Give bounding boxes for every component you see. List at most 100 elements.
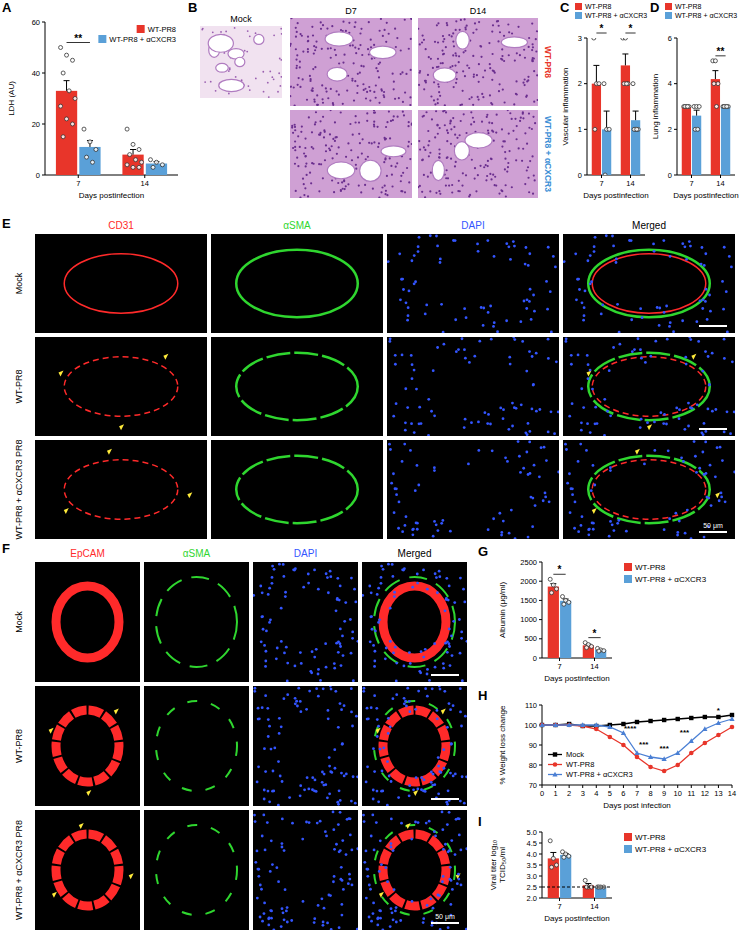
stain-dapi bbox=[644, 361, 647, 364]
stain-dapi bbox=[399, 298, 402, 301]
tissue-nucleus bbox=[355, 164, 357, 166]
tissue-nucleus bbox=[451, 35, 453, 37]
tissue-nucleus bbox=[225, 31, 227, 33]
stain-dapi bbox=[550, 330, 553, 333]
tissue-nucleus bbox=[312, 147, 314, 149]
stain-dapi bbox=[368, 585, 371, 588]
y-tick-label: 60 bbox=[32, 18, 40, 27]
stain-dapi bbox=[571, 493, 574, 496]
stain-dapi bbox=[315, 648, 318, 651]
stain-dapi bbox=[268, 587, 271, 590]
data-point bbox=[548, 839, 552, 843]
y-tick-label: 6 bbox=[668, 34, 672, 43]
data-point bbox=[550, 591, 554, 595]
stain-dapi bbox=[482, 307, 485, 310]
stain-dapi bbox=[581, 515, 584, 518]
tissue-nucleus bbox=[383, 137, 385, 139]
stain-dapi bbox=[683, 428, 686, 431]
y-tick bbox=[584, 83, 587, 84]
tissue-nucleus bbox=[425, 80, 427, 82]
tissue-nucleus bbox=[299, 196, 301, 198]
tissue-nucleus bbox=[321, 98, 323, 100]
legend-marker bbox=[553, 762, 558, 767]
tissue-nucleus bbox=[307, 40, 309, 42]
micrograph bbox=[563, 234, 735, 333]
stain-dapi bbox=[354, 802, 357, 805]
tissue-nucleus bbox=[515, 138, 517, 140]
stain-dapi bbox=[587, 533, 590, 536]
stain-dapi bbox=[267, 593, 270, 596]
column-header: EpCAM bbox=[70, 548, 104, 559]
stain-dapi bbox=[580, 524, 583, 527]
tissue-nucleus bbox=[315, 46, 317, 48]
stain-dapi bbox=[267, 718, 270, 721]
stain-dapi bbox=[275, 657, 278, 660]
legend-label: WT-PR8 bbox=[675, 3, 702, 10]
stain-dapi bbox=[283, 652, 286, 655]
tissue-lumen bbox=[219, 79, 244, 91]
stain-dapi bbox=[448, 628, 451, 631]
stain-dapi bbox=[574, 252, 577, 255]
tissue-nucleus bbox=[383, 29, 385, 31]
tissue-nucleus bbox=[367, 48, 369, 50]
tissue-nucleus bbox=[294, 105, 296, 106]
tissue-nucleus bbox=[373, 110, 375, 111]
tissue-nucleus bbox=[479, 165, 481, 167]
tissue-nucleus bbox=[507, 162, 509, 164]
tissue-nucleus bbox=[249, 89, 251, 91]
tissue-nucleus bbox=[428, 155, 430, 157]
tissue-nucleus bbox=[315, 111, 317, 113]
plot-area bbox=[35, 686, 140, 806]
stain-dapi bbox=[667, 449, 670, 452]
stain-dapi bbox=[414, 280, 417, 283]
stain-dapi bbox=[477, 250, 480, 253]
tissue-nucleus bbox=[536, 99, 538, 101]
tissue-nucleus bbox=[336, 153, 338, 155]
stain-dapi bbox=[442, 331, 445, 333]
tissue-nucleus bbox=[405, 73, 407, 75]
tissue-nucleus bbox=[294, 140, 296, 142]
panel-label: I bbox=[478, 814, 482, 829]
tissue-nucleus bbox=[376, 126, 378, 128]
y-tick bbox=[539, 619, 542, 620]
tissue-nucleus bbox=[325, 87, 327, 89]
stain-dapi bbox=[708, 294, 711, 297]
stain-dapi bbox=[612, 245, 615, 248]
tissue-nucleus bbox=[351, 78, 353, 80]
tissue-nucleus bbox=[391, 185, 393, 187]
tissue-nucleus bbox=[389, 137, 391, 139]
stain-dapi bbox=[452, 620, 455, 623]
tissue-nucleus bbox=[297, 22, 299, 24]
stain-dapi bbox=[468, 361, 471, 364]
tissue-nucleus bbox=[446, 157, 448, 159]
y-axis-label: TCID₅₀/ml bbox=[498, 847, 507, 883]
stain-dapi bbox=[500, 534, 503, 537]
stain-dapi bbox=[531, 407, 534, 410]
stain-dapi bbox=[407, 314, 410, 317]
stain-dapi bbox=[411, 533, 414, 536]
error-cap bbox=[633, 111, 639, 112]
x-tick-label: 12 bbox=[701, 789, 709, 798]
micrograph bbox=[35, 562, 140, 682]
tissue-nucleus bbox=[532, 60, 534, 62]
tissue-nucleus bbox=[310, 182, 312, 184]
tissue-nucleus bbox=[437, 102, 439, 104]
tissue-nucleus bbox=[490, 158, 492, 160]
stain-dapi bbox=[433, 466, 436, 469]
y-axis bbox=[542, 562, 543, 658]
stain-dapi bbox=[720, 492, 723, 495]
stain-dapi bbox=[339, 645, 342, 648]
arrow-marker bbox=[114, 708, 119, 714]
stain-dapi bbox=[578, 288, 581, 291]
tissue-nucleus bbox=[418, 84, 420, 86]
stain-dapi bbox=[544, 492, 547, 495]
tissue-nucleus bbox=[343, 180, 345, 182]
tissue-nucleus bbox=[383, 94, 385, 96]
stain-dapi bbox=[593, 250, 596, 253]
significance: **** bbox=[624, 724, 637, 733]
stain-dapi bbox=[455, 350, 458, 353]
tissue-nucleus bbox=[327, 48, 329, 50]
stain-dapi bbox=[435, 523, 438, 526]
tissue-nucleus bbox=[393, 115, 395, 117]
stain-dapi bbox=[324, 642, 327, 645]
